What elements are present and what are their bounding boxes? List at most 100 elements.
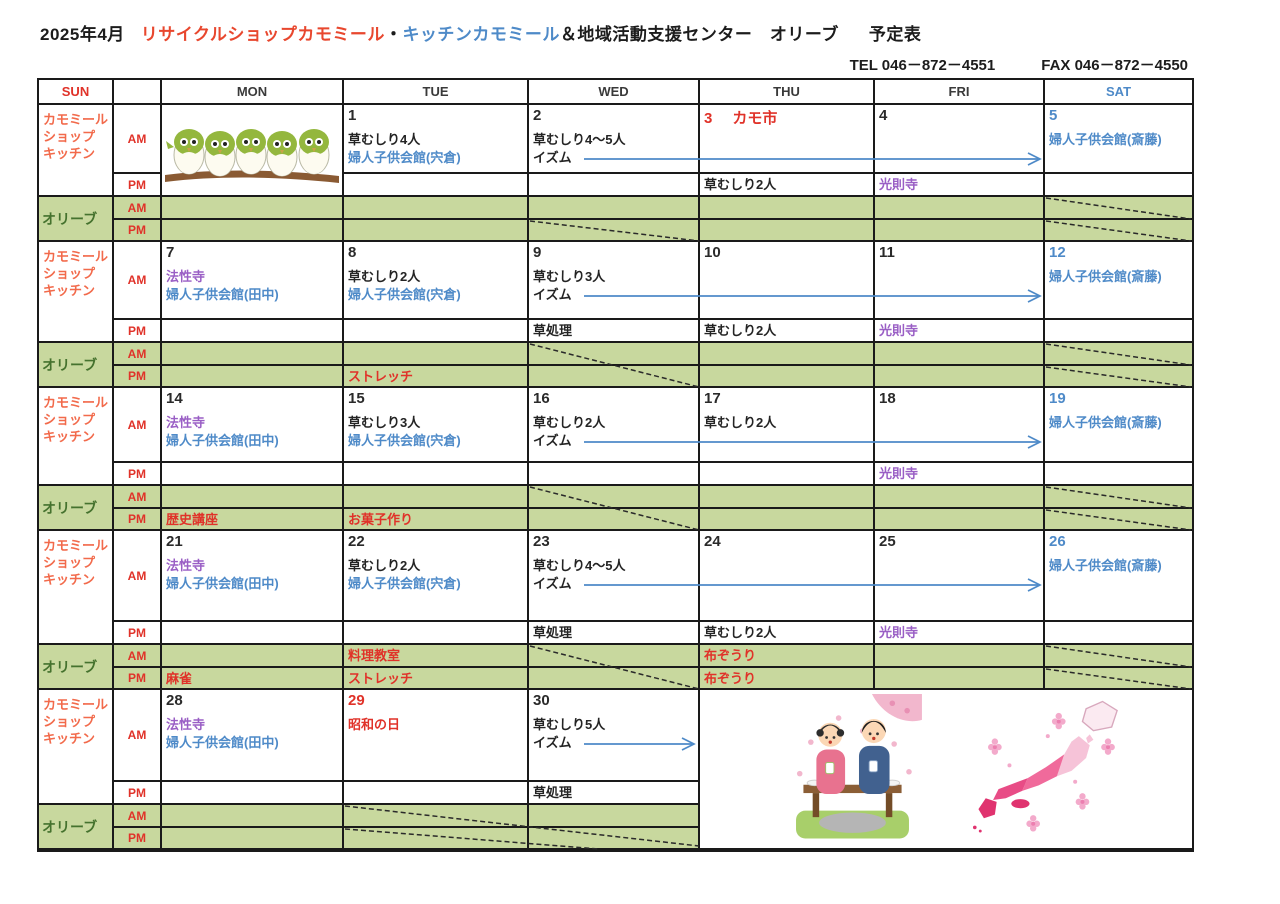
- header-tue: TUE: [344, 80, 529, 105]
- week-row-4: カモミール ショップ キッチン オリーブ AM PM AM PM 21 法性寺 婦人…: [39, 531, 1192, 690]
- olive-event-text: お菓子作り: [348, 512, 414, 527]
- event-text: 草むしり3人: [348, 415, 421, 430]
- event-text: 草むしり3人: [533, 269, 606, 284]
- w4-fri-olive-pm: [875, 668, 1043, 690]
- label-line: ショップ: [43, 129, 96, 144]
- w2-fri-olive-pm: [875, 366, 1043, 388]
- w3-tue-am: 15 草むしり3人 婦人子供会館(宍倉): [344, 388, 527, 463]
- day-number: 5: [1049, 107, 1058, 124]
- event-text: 草むしり5人: [533, 717, 606, 732]
- w1-mon-olive-am: [162, 197, 342, 220]
- olive-event-text: ストレッチ: [348, 671, 414, 686]
- am-label: AM: [114, 105, 160, 174]
- w5-tue-am: 29 昭和の日: [344, 690, 527, 782]
- row-label-chamomile: カモミール ショップ キッチン: [39, 388, 112, 486]
- w4-sat-am: 26 婦人子供会館(斎藤): [1045, 531, 1192, 622]
- olive-event-text: ストレッチ: [348, 369, 414, 384]
- w3-tue-pm: [344, 463, 527, 486]
- hanami-couple-illustration: [796, 694, 922, 839]
- w2-mon-olive-pm: [162, 366, 342, 388]
- w5-mon-olive-am: [162, 805, 342, 828]
- tel-number: TEL 046－872－4551: [849, 57, 996, 74]
- row-label-olive: オリーブ: [39, 197, 112, 242]
- event-text: 法性寺: [166, 415, 206, 430]
- title-separator: ・: [384, 25, 403, 44]
- w2-wed-am: 9 草むしり3人 イズム: [529, 242, 698, 320]
- pm-label: PM: [114, 320, 160, 343]
- label-line: カモミール: [43, 112, 109, 127]
- w2-sat-olive-pm: [1045, 366, 1192, 388]
- w1-wed-pm: [529, 174, 698, 197]
- w2-mon-am: 7 法性寺 婦人子供会館(田中): [162, 242, 342, 320]
- olive-event-text: 料理教室: [348, 648, 401, 663]
- w5-mon-am: 28 法性寺 婦人子供会館(田中): [162, 690, 342, 782]
- w3-wed-olive-pm: [529, 509, 698, 531]
- w1-wed-olive-am: [529, 197, 698, 220]
- w3-thu-pm: [700, 463, 873, 486]
- w1-tue-pm: [344, 174, 527, 197]
- w2-sat-pm: [1045, 320, 1192, 343]
- w3-sat-olive-am: [1045, 486, 1192, 509]
- w5-mon-pm: [162, 782, 342, 805]
- w4-wed-am: 23 草むしり4～5人 イズム: [529, 531, 698, 622]
- day-column-tue: 1 草むしり4人 婦人子供会館(宍倉): [344, 105, 529, 242]
- olive-am-label: AM: [114, 197, 160, 220]
- w4-mon-am: 21 法性寺 婦人子供会館(田中): [162, 531, 342, 622]
- olive-pm-label: PM: [114, 366, 160, 388]
- w3-thu-olive-pm: [700, 509, 873, 531]
- w1-sat-olive-pm: [1045, 220, 1192, 242]
- w1-fri-olive-pm: [875, 220, 1043, 242]
- w4-wed-olive-pm: [529, 668, 698, 690]
- w3-thu-am: 17 草むしり2人: [700, 388, 873, 463]
- pm-label: PM: [114, 782, 160, 805]
- event-text: 草むしり2人: [348, 558, 421, 573]
- w3-fri-olive-pm: [875, 509, 1043, 531]
- event-text: 婦人子供会館(斎藤): [1049, 558, 1162, 573]
- w2-wed-pm-text: 草処理: [533, 323, 573, 338]
- w2-tue-olive-pm: ストレッチ: [344, 366, 527, 388]
- w1-wed-am: 2 草むしり4～5人 イズム: [529, 105, 698, 174]
- event-text: 婦人子供会館(宍倉): [348, 287, 461, 302]
- w3-fri-olive-am: [875, 486, 1043, 509]
- day-column-thu: 3 カモ市 草むしり2人: [700, 105, 875, 242]
- w4-tue-pm: [344, 622, 527, 645]
- w3-sat-pm: [1045, 463, 1192, 486]
- w2-tue-pm: [344, 320, 527, 343]
- w2-tue-am: 8 草むしり2人 婦人子供会館(宍倉): [344, 242, 527, 320]
- olive-am-label: AM: [114, 343, 160, 366]
- event-text: 草むしり2人: [704, 415, 777, 430]
- week-row-2: カモミール ショップ キッチン オリーブ AM PM AM PM 7 法性寺 婦人子…: [39, 242, 1192, 388]
- w4-thu-am: 24: [700, 531, 873, 622]
- olive-event-text: 布ぞうり: [704, 648, 757, 663]
- am-label: AM: [114, 242, 160, 320]
- w5-wed-olive-am: [529, 805, 698, 828]
- event-text: 婦人子供会館(田中): [166, 576, 279, 591]
- w4-sat-pm: [1045, 622, 1192, 645]
- w3-wed-pm: [529, 463, 698, 486]
- w3-fri-am: 18: [875, 388, 1043, 463]
- showa-day-holiday: 昭和の日: [348, 717, 401, 732]
- w3-mon-am: 14 法性寺 婦人子供会館(田中): [162, 388, 342, 463]
- w2-sat-olive-am: [1045, 343, 1192, 366]
- event-text: 草むしり2人: [348, 269, 421, 284]
- weekday-header-row: SUN MON TUE WED THU FRI SAT: [39, 80, 1192, 105]
- event-text: イズム: [533, 287, 572, 302]
- event-text: 草むしり4人: [348, 132, 421, 147]
- event-text: 婦人子供会館(田中): [166, 287, 279, 302]
- contact-line: TEL 046－872－4551 FAX 046－872－4550: [850, 54, 1188, 75]
- event-text: 婦人子供会館(斎藤): [1049, 132, 1162, 147]
- w1-thu-olive-pm: [700, 220, 873, 242]
- w1-fri-pm-text: 光則寺: [879, 177, 919, 192]
- page-title: 2025年4月 リサイクルショップカモミール・キッチンカモミール＆地域活動支援セン…: [40, 20, 921, 45]
- row-label-chamomile: カモミール ショップ キッチン: [39, 105, 112, 197]
- w4-sat-olive-pm: [1045, 668, 1192, 690]
- event-text: 草むしり4～5人: [533, 558, 626, 573]
- w5-tue-olive-am: [344, 805, 527, 828]
- day-column-mon: [162, 105, 344, 242]
- w5-wed-pm-text: 草処理: [533, 785, 573, 800]
- w2-sat-am: 12 婦人子供会館(斎藤): [1045, 242, 1192, 320]
- olive-pm-label: PM: [114, 509, 160, 531]
- event-text: 婦人子供会館(宍倉): [348, 433, 461, 448]
- pm-label: PM: [114, 174, 160, 197]
- olive-am-label: AM: [114, 805, 160, 828]
